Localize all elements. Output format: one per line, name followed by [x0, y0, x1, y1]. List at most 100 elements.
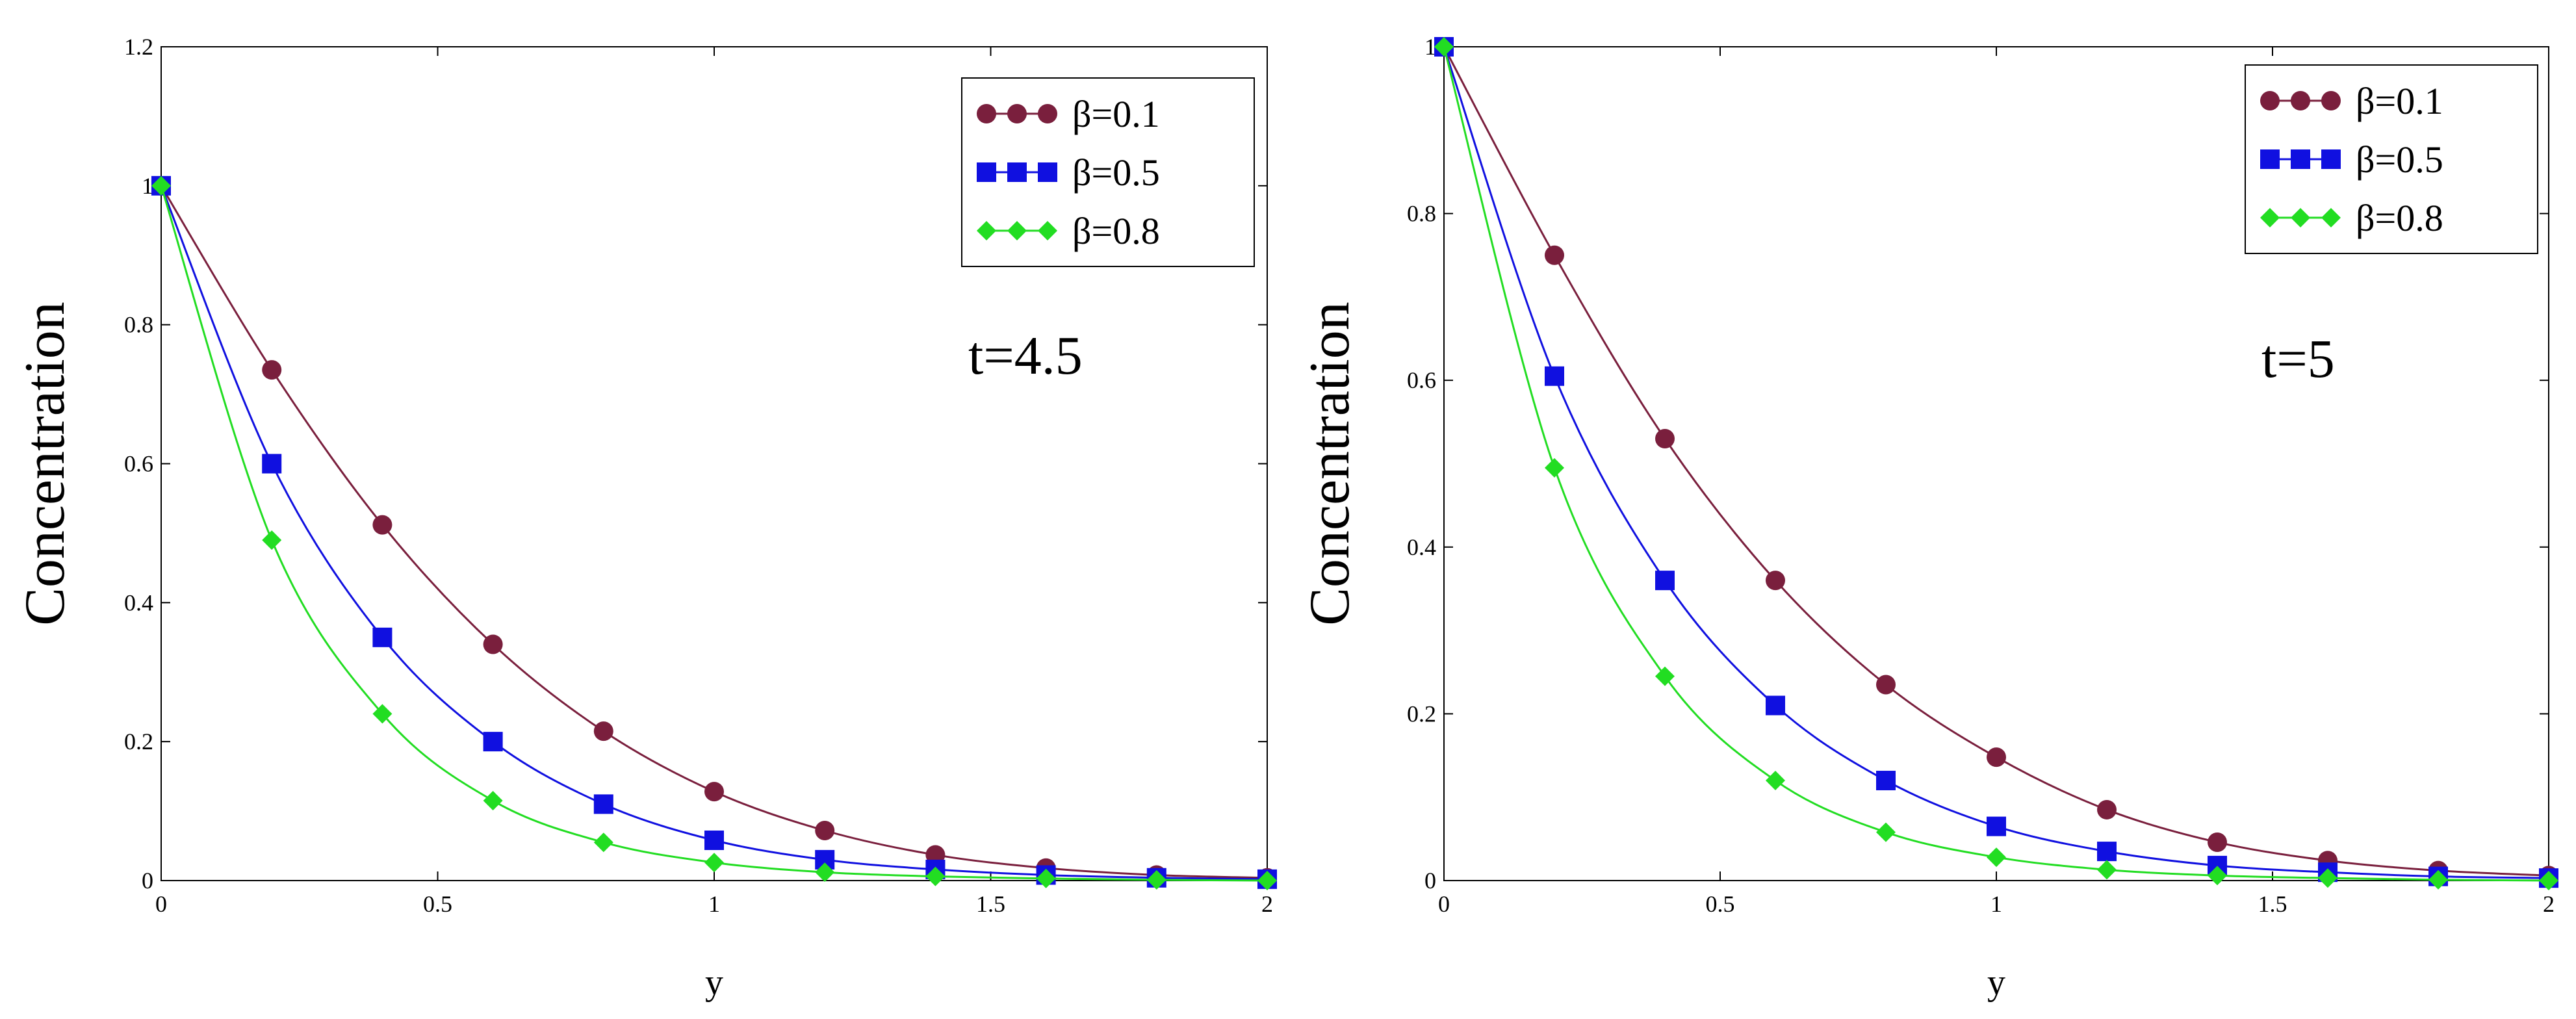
data-point [2318, 868, 2338, 888]
y-axis-title: Concentration [14, 302, 77, 626]
data-point [1987, 847, 2006, 868]
legend-marker [2291, 149, 2310, 169]
data-point [2097, 842, 2117, 862]
data-point [1146, 870, 1166, 890]
legend-label: β=0.8 [1072, 210, 1160, 252]
data-point [593, 721, 613, 742]
y-tick-label: 0.2 [1407, 701, 1436, 727]
legend-marker [2260, 91, 2280, 110]
data-point [2428, 870, 2448, 890]
y-tick-label: 0.8 [1407, 201, 1436, 227]
data-point [1655, 429, 1675, 449]
legend-marker [2321, 91, 2341, 110]
legend-marker [977, 104, 996, 123]
chart-right: 0 0.5 1 1.5 2 0 0.2 0.4 0.6 0.8 1 y Concentration t=5… [1298, 34, 2558, 1003]
data-point [2097, 799, 2117, 819]
x-tick-label: 1 [1990, 891, 2002, 917]
y-tick-label: 0.6 [124, 451, 153, 477]
data-point [815, 821, 835, 841]
data-point [483, 732, 503, 752]
data-point [372, 515, 393, 535]
data-point [2539, 871, 2558, 890]
y-tick-label: 1 [1424, 34, 1436, 60]
data-point [2097, 860, 2117, 880]
series-0 [151, 175, 1277, 888]
data-point [1876, 771, 1896, 791]
data-point [2208, 866, 2227, 886]
data-point [704, 853, 724, 873]
data-point [925, 866, 946, 886]
data-point [704, 782, 724, 802]
data-point [1434, 37, 1454, 57]
legend-label: β=0.1 [2356, 80, 2443, 122]
series-line [1443, 46, 2549, 877]
data-point [1545, 366, 1564, 386]
legend-marker [1038, 104, 1057, 123]
legend: β=0.1 β=0.5 β=0.8 [961, 77, 1255, 267]
legend-marker [2321, 149, 2341, 169]
legend-marker [2291, 91, 2310, 110]
data-point [1987, 816, 2006, 836]
x-tick-label: 0 [1438, 891, 1450, 917]
legend-marker [2260, 149, 2280, 169]
y-tick-label: 0 [1424, 868, 1436, 894]
data-point [1036, 868, 1056, 888]
legend-marker [2321, 208, 2341, 227]
legend-label: β=0.5 [2356, 138, 2443, 181]
data-point [1876, 675, 1896, 695]
y-tick-label: 1.2 [124, 34, 153, 60]
legend-marker [1007, 162, 1027, 182]
series-line [160, 185, 1268, 879]
data-point [262, 530, 282, 550]
y-tick-label: 0.8 [124, 312, 153, 338]
data-point [151, 175, 171, 196]
data-point [1545, 245, 1564, 265]
data-point [704, 830, 724, 850]
x-tick-label: 0 [155, 891, 167, 917]
legend-marker [1007, 104, 1027, 123]
series-2 [151, 175, 1277, 890]
legend-label: β=0.1 [1072, 93, 1160, 135]
legend-marker [1007, 221, 1027, 240]
legend-marker [1038, 162, 1057, 182]
y-tick-label: 1 [142, 173, 153, 199]
y-tick-label: 0.2 [124, 729, 153, 755]
legend: β=0.1 β=0.5 β=0.8 [2245, 64, 2538, 254]
data-point [1766, 771, 1785, 791]
series-line [160, 185, 1268, 882]
data-point [483, 634, 503, 654]
data-point [815, 862, 835, 883]
x-tick-label: 1.5 [976, 891, 1005, 917]
x-tick-label: 0.5 [1706, 891, 1735, 917]
series-2 [1434, 37, 2558, 890]
data-point [372, 627, 393, 647]
x-axis-title: y [1987, 962, 2005, 1003]
series-line [160, 185, 1268, 881]
time-annotation: t=4.5 [968, 326, 1083, 386]
x-tick-label: 0.5 [423, 891, 452, 917]
legend-marker [2291, 208, 2310, 227]
x-tick-label: 1.5 [2258, 891, 2287, 917]
legend-marker [977, 162, 996, 182]
data-point [593, 794, 613, 814]
data-point [1655, 666, 1675, 686]
x-tick-label: 2 [2543, 891, 2555, 917]
data-point [372, 704, 393, 724]
y-tick-label: 0.6 [1407, 367, 1436, 393]
data-point [1545, 458, 1564, 478]
data-point [1257, 871, 1277, 890]
x-tick-label: 1 [708, 891, 720, 917]
y-tick-label: 0.4 [124, 589, 153, 615]
legend-marker [977, 221, 996, 240]
data-point [483, 791, 503, 811]
chart-left: 0 0.5 1 1.5 2 0 0.2 0.4 0.6 0.8 1 1.2 y Concentration… [14, 34, 1277, 1003]
legend-label: β=0.8 [2356, 197, 2443, 239]
data-point [1655, 571, 1675, 591]
data-point [1766, 695, 1785, 716]
legend-marker [2260, 208, 2280, 227]
data-point [262, 360, 282, 380]
y-tick-label: 0.4 [1407, 534, 1436, 560]
data-point [1766, 571, 1785, 591]
legend-label: β=0.5 [1072, 151, 1160, 194]
